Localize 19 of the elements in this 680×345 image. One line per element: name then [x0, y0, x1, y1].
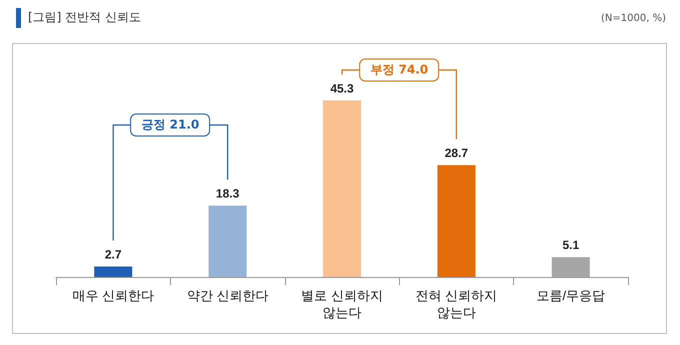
bar: [94, 266, 132, 277]
bar: [208, 206, 247, 277]
bar: [437, 165, 476, 277]
data-label: 5.1: [562, 238, 580, 252]
x-tick-label: 약간 신뢰한다: [186, 288, 268, 303]
data-label: 45.3: [330, 81, 354, 96]
text: 부정 74.0: [359, 58, 440, 82]
bar: [552, 257, 590, 277]
data-label: 2.7: [104, 247, 122, 262]
chart-title: [그림] 전반적 신뢰도: [28, 9, 141, 26]
x-tick-label: 모름/무응답: [536, 288, 606, 303]
data-label: 28.7: [444, 146, 468, 160]
x-tick-label: 별로 신뢰하지 않는다: [301, 288, 383, 320]
x-tick-label: 전혀 신뢰하지 않는다: [416, 288, 498, 320]
bar: [323, 100, 361, 277]
x-tick-label: 매우 신뢰한다: [72, 288, 154, 303]
text: (N=1000, %): [601, 13, 666, 24]
data-label: 18.3: [216, 186, 240, 201]
annotation: 긍정 21.0: [130, 114, 210, 136]
